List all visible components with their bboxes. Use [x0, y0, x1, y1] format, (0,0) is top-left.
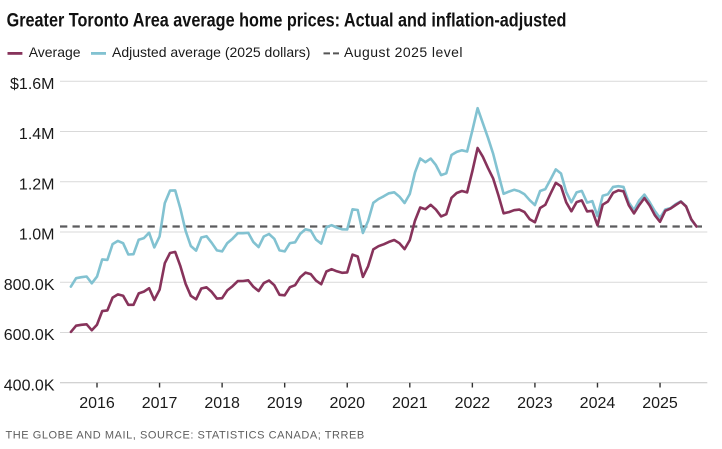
- svg-text:THE GLOBE AND MAIL, SOURCE: ST: THE GLOBE AND MAIL, SOURCE: STATISTICS C…: [6, 430, 365, 442]
- svg-text:2024: 2024: [580, 395, 616, 412]
- svg-text:2025: 2025: [642, 395, 678, 412]
- svg-text:600.0K: 600.0K: [4, 327, 55, 344]
- svg-text:Adjusted average (2025 dollars: Adjusted average (2025 dollars): [112, 44, 310, 60]
- svg-text:$1.6M: $1.6M: [10, 76, 54, 93]
- svg-text:800.0K: 800.0K: [4, 277, 55, 294]
- svg-text:2023: 2023: [517, 395, 553, 412]
- svg-text:2019: 2019: [267, 395, 303, 412]
- svg-text:1.4M: 1.4M: [19, 126, 55, 143]
- svg-text:2018: 2018: [204, 395, 240, 412]
- svg-text:2020: 2020: [329, 395, 365, 412]
- svg-text:1.0M: 1.0M: [19, 227, 55, 244]
- svg-text:2016: 2016: [79, 395, 115, 412]
- svg-text:2022: 2022: [455, 395, 491, 412]
- svg-text:2021: 2021: [392, 395, 428, 412]
- svg-text:Greater Toronto Area average h: Greater Toronto Area average home prices…: [7, 9, 567, 31]
- svg-text:August 2025 level: August 2025 level: [344, 44, 463, 60]
- svg-text:1.2M: 1.2M: [19, 176, 55, 193]
- svg-text:400.0K: 400.0K: [4, 377, 55, 394]
- svg-text:Average: Average: [29, 44, 81, 60]
- svg-text:2017: 2017: [142, 395, 178, 412]
